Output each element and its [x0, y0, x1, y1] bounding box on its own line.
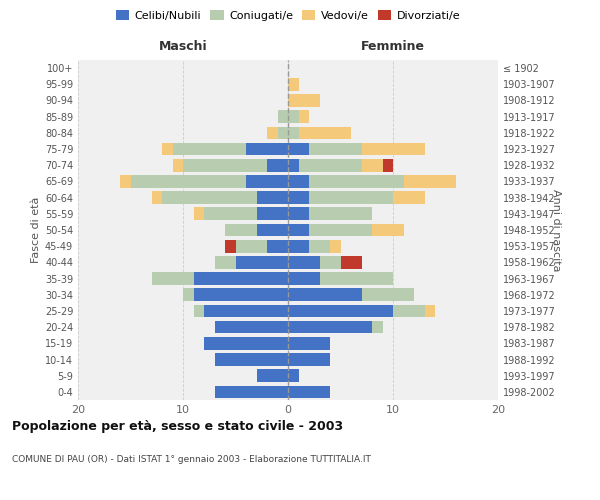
Legend: Celibi/Nubili, Coniugati/e, Vedovi/e, Divorziati/e: Celibi/Nubili, Coniugati/e, Vedovi/e, Di…: [112, 6, 464, 25]
Bar: [361, 159, 383, 172]
Bar: [215, 321, 288, 334]
Bar: [151, 192, 162, 204]
Bar: [267, 159, 288, 172]
Bar: [193, 288, 288, 301]
Bar: [288, 208, 309, 220]
Bar: [267, 240, 288, 252]
Bar: [288, 272, 320, 285]
Bar: [277, 126, 288, 139]
Bar: [288, 370, 299, 382]
Bar: [173, 159, 183, 172]
Bar: [341, 256, 361, 268]
Text: Femmine: Femmine: [361, 40, 425, 52]
Bar: [193, 272, 288, 285]
Bar: [151, 272, 193, 285]
Bar: [288, 240, 309, 252]
Bar: [173, 142, 246, 156]
Bar: [393, 192, 425, 204]
Bar: [267, 126, 277, 139]
Bar: [393, 304, 425, 318]
Text: Popolazione per età, sesso e stato civile - 2003: Popolazione per età, sesso e stato civil…: [12, 420, 343, 433]
Bar: [330, 240, 341, 252]
Y-axis label: Anni di nascita: Anni di nascita: [551, 188, 561, 271]
Bar: [183, 288, 193, 301]
Bar: [257, 370, 288, 382]
Bar: [288, 256, 320, 268]
Bar: [288, 192, 309, 204]
Bar: [183, 159, 267, 172]
Bar: [404, 175, 456, 188]
Bar: [320, 256, 341, 268]
Bar: [361, 142, 425, 156]
Bar: [215, 386, 288, 398]
Text: COMUNE DI PAU (OR) - Dati ISTAT 1° gennaio 2003 - Elaborazione TUTTITALIA.IT: COMUNE DI PAU (OR) - Dati ISTAT 1° genna…: [12, 455, 371, 464]
Y-axis label: Fasce di età: Fasce di età: [31, 197, 41, 263]
Bar: [215, 353, 288, 366]
Bar: [372, 321, 383, 334]
Bar: [131, 175, 246, 188]
Bar: [288, 142, 309, 156]
Bar: [288, 337, 330, 349]
Bar: [277, 110, 288, 123]
Bar: [320, 272, 393, 285]
Bar: [162, 192, 257, 204]
Bar: [288, 304, 393, 318]
Bar: [204, 208, 257, 220]
Bar: [225, 224, 257, 236]
Bar: [288, 386, 330, 398]
Bar: [288, 159, 299, 172]
Bar: [309, 175, 404, 188]
Bar: [288, 288, 361, 301]
Bar: [288, 224, 309, 236]
Bar: [235, 240, 267, 252]
Bar: [257, 192, 288, 204]
Bar: [225, 240, 235, 252]
Bar: [288, 126, 299, 139]
Bar: [309, 240, 330, 252]
Bar: [288, 94, 320, 107]
Bar: [288, 353, 330, 366]
Bar: [383, 159, 393, 172]
Bar: [309, 192, 393, 204]
Bar: [204, 304, 288, 318]
Bar: [120, 175, 130, 188]
Bar: [309, 224, 372, 236]
Bar: [257, 224, 288, 236]
Bar: [299, 110, 309, 123]
Bar: [162, 142, 173, 156]
Bar: [299, 159, 361, 172]
Bar: [246, 142, 288, 156]
Bar: [193, 208, 204, 220]
Text: Maschi: Maschi: [158, 40, 208, 52]
Bar: [425, 304, 435, 318]
Bar: [309, 208, 372, 220]
Bar: [309, 142, 361, 156]
Bar: [361, 288, 414, 301]
Bar: [372, 224, 404, 236]
Bar: [299, 126, 351, 139]
Bar: [215, 256, 235, 268]
Bar: [288, 110, 299, 123]
Bar: [288, 78, 299, 90]
Bar: [288, 175, 309, 188]
Bar: [235, 256, 288, 268]
Bar: [257, 208, 288, 220]
Bar: [288, 321, 372, 334]
Bar: [193, 304, 204, 318]
Bar: [204, 337, 288, 349]
Bar: [246, 175, 288, 188]
